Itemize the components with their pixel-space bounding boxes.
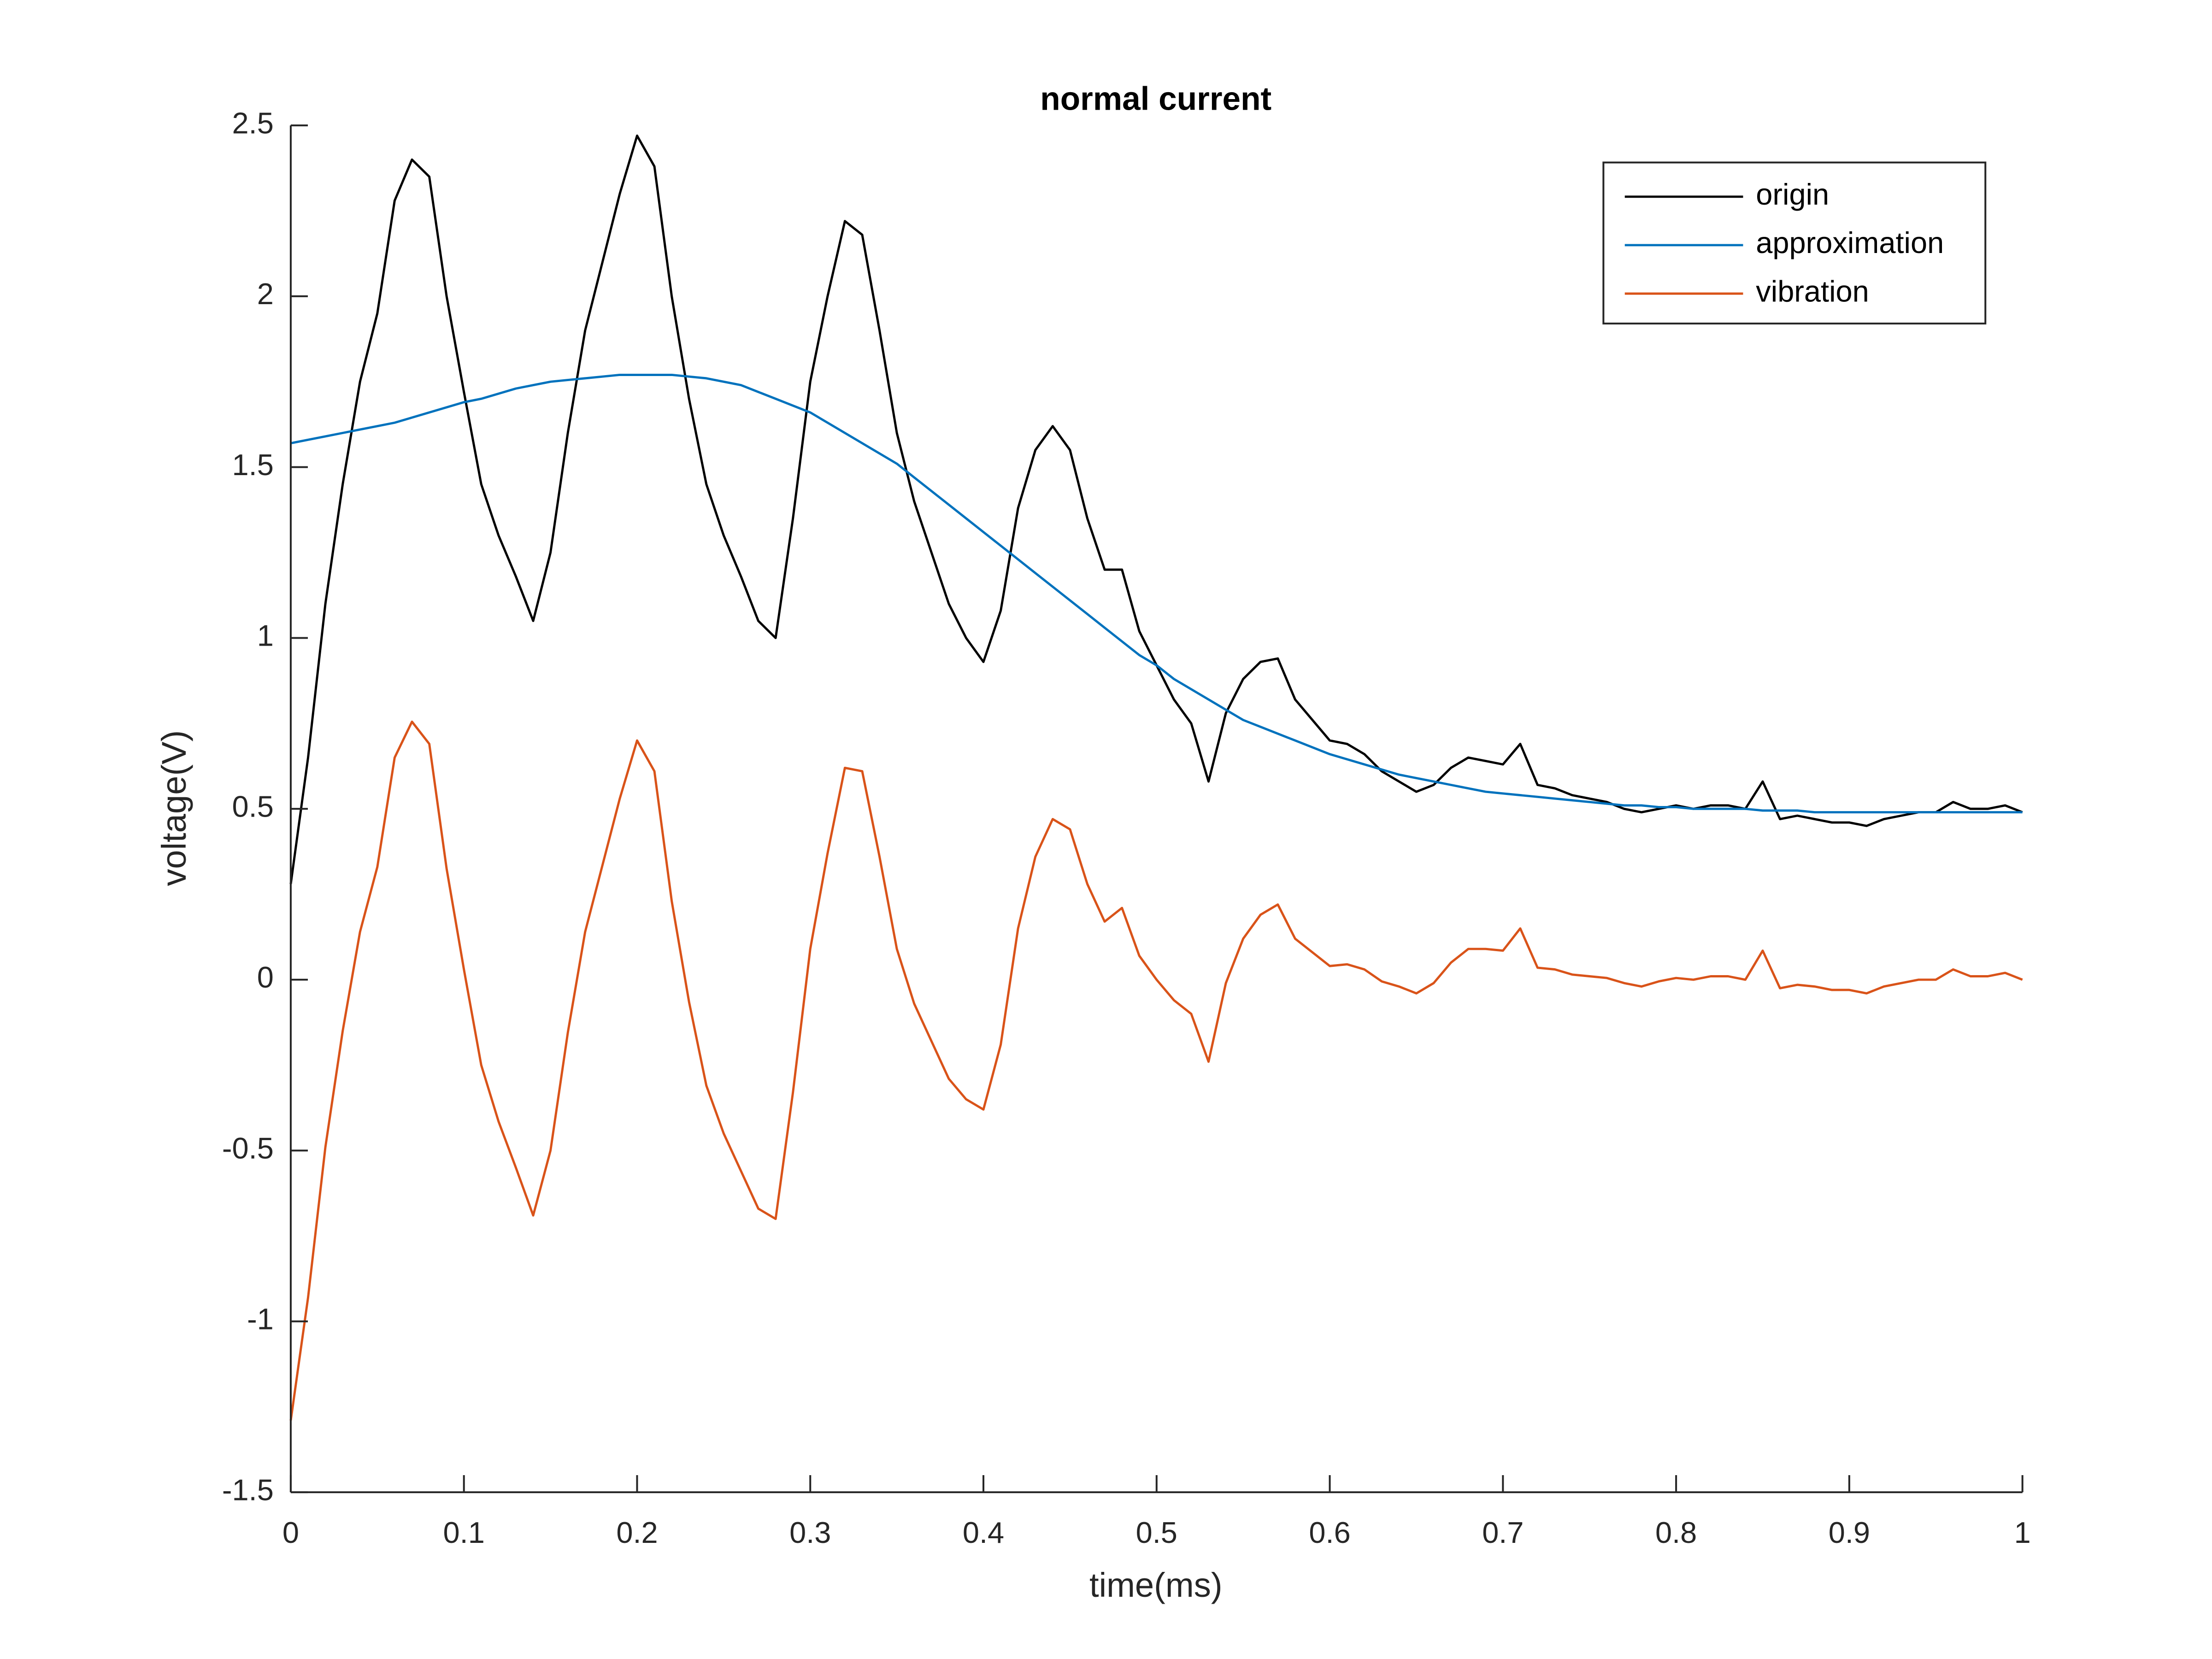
line-series [290,373,2023,814]
y-tick-label: 0 [257,960,274,994]
chart-title: normal current [1040,81,1271,117]
x-tick-label: 0.7 [1482,1516,1524,1549]
x-axis-label: time(ms) [1089,1566,1223,1604]
y-tick-label: 2.5 [232,106,274,140]
x-tick-label: 0.3 [789,1516,831,1549]
legend-label: origin [1756,177,1829,211]
y-axis-label: voltage(V) [155,730,193,886]
x-tick-label: 1 [2014,1516,2031,1549]
y-tick-label: -1.5 [222,1473,274,1506]
x-tick-label: 0 [282,1516,299,1549]
x-tick-label: 0.5 [1136,1516,1177,1549]
x-tick-label: 0.9 [1829,1516,1870,1549]
x-tick-label: 0.2 [616,1516,658,1549]
y-tick-label: 0.5 [232,789,274,823]
y-tick-label: -0.5 [222,1131,274,1165]
x-tick-label: 0.4 [963,1516,1004,1549]
x-tick-label: 0.6 [1309,1516,1350,1549]
x-tick-label: 0.1 [443,1516,485,1549]
y-tick-label: 2 [257,277,274,311]
legend-box [1602,161,1987,325]
x-tick-label: 0.8 [1655,1516,1697,1549]
y-tick-label: 1.5 [232,448,274,482]
legend-label: vibration [1756,274,1869,308]
y-tick-label: 1 [257,619,274,653]
y-tick-label: -1 [247,1302,274,1336]
line-series [289,720,2023,1421]
legend-label: approximation [1756,226,1944,259]
legend: origin approximation vibration [1602,161,1987,325]
